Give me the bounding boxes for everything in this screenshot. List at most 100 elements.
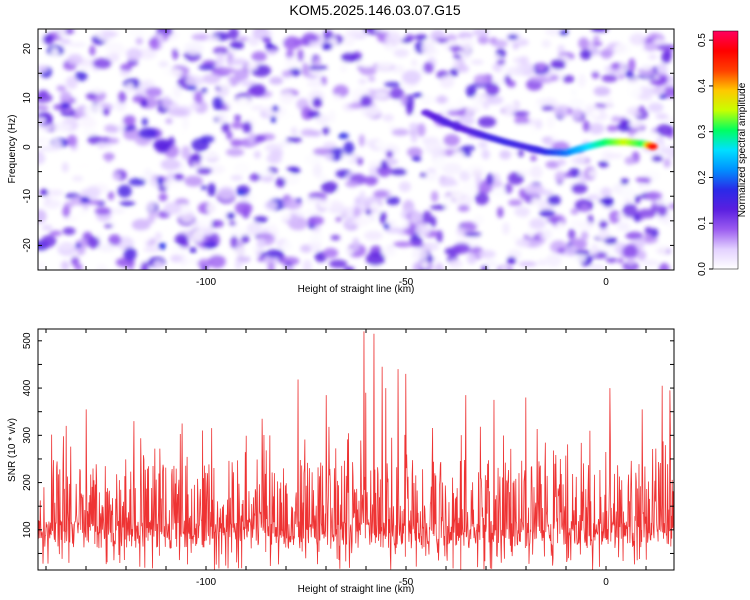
heatmap-cell: [634, 194, 641, 204]
heatmap-cell: [616, 200, 623, 209]
heatmap-cell: [557, 44, 565, 55]
heatmap-cell: [572, 107, 583, 120]
heatmap-cell: [384, 226, 403, 234]
heatmap-cell: [364, 175, 378, 186]
heatmap-cell: [373, 190, 389, 199]
heatmap-cell: [184, 258, 199, 265]
heatmap-cell: [250, 105, 265, 111]
heatmap-cell: [635, 176, 651, 184]
heatmap-cell: [589, 264, 606, 270]
heatmap-cell: [135, 37, 144, 45]
heatmap-cell: [56, 85, 67, 92]
heatmap-cell: [406, 102, 414, 116]
heatmap-cell: [275, 177, 286, 188]
heatmap-cell: [604, 153, 624, 159]
heatmap-cell: [439, 180, 459, 187]
heatmap-cell: [367, 110, 383, 116]
heatmap-hotspot: [158, 242, 166, 250]
heatmap-cell: [161, 95, 172, 110]
heatmap-hotspot: [102, 108, 110, 116]
heatmap-cell: [106, 208, 125, 214]
heatmap-cell: [59, 91, 72, 102]
heatmap-hotspot: [173, 173, 184, 181]
heatmap-cell: [174, 233, 189, 246]
heatmap-y-label: Frequency (Hz): [7, 115, 18, 184]
heatmap-cell: [307, 79, 323, 88]
heatmap-cell: [145, 87, 163, 98]
heatmap-cell: [297, 49, 305, 62]
heatmap-cell: [605, 257, 618, 263]
heatmap-cell: [567, 228, 576, 240]
colorbar-tick-label: 0.1: [697, 216, 708, 230]
heatmap-cell: [434, 156, 447, 168]
heatmap-cell: [143, 246, 161, 253]
heatmap-cell: [253, 216, 268, 223]
heatmap-hotspot: [295, 198, 302, 203]
heatmap-cell: [68, 42, 87, 48]
heatmap-cell: [147, 201, 155, 212]
heatmap-cell: [324, 152, 334, 161]
heatmap-cell: [202, 73, 222, 84]
heatmap-cell: [240, 234, 250, 244]
heatmap-cell: [70, 256, 80, 267]
y-tick-label: -20: [22, 238, 33, 253]
heatmap-cell: [439, 75, 455, 89]
heatmap-cell: [117, 184, 132, 198]
heatmap-cell: [126, 47, 142, 62]
heatmap-cell: [120, 63, 133, 72]
heatmap-cell: [183, 41, 204, 55]
heatmap-cell: [382, 114, 394, 122]
heatmap-cell: [636, 208, 657, 219]
heatmap-cell: [417, 123, 426, 137]
heatmap-cell: [38, 105, 49, 111]
heatmap-cell: [264, 200, 278, 211]
x-tick-label: 0: [603, 277, 609, 288]
heatmap-cell: [514, 206, 530, 217]
heatmap-cell: [269, 76, 284, 85]
heatmap-cell: [430, 216, 437, 228]
y-tick-label: 200: [22, 474, 33, 491]
heatmap-cell: [385, 31, 402, 46]
heatmap-cell: [312, 97, 323, 108]
heatmap-cell: [185, 75, 204, 87]
heatmap-cell: [453, 53, 462, 60]
heatmap-cell: [117, 122, 125, 134]
heatmap-cell: [107, 137, 120, 144]
heatmap-cell: [657, 204, 668, 217]
heatmap-cell: [153, 138, 172, 151]
heatmap-cell: [253, 150, 261, 159]
heatmap-cell: [74, 71, 88, 82]
heatmap-cell: [359, 95, 373, 108]
heatmap-cell: [290, 167, 301, 174]
heatmap-cell: [246, 222, 263, 236]
heatmap-cell: [158, 60, 169, 68]
heatmap-cell: [365, 139, 375, 148]
heatmap-cell: [329, 259, 348, 269]
heatmap-cell: [368, 75, 376, 82]
heatmap-cell: [221, 122, 230, 133]
heatmap-cell: [56, 244, 75, 250]
heatmap-cell: [578, 37, 590, 50]
heatmap-cell: [308, 65, 328, 71]
snr-panel: -100 -50 0 100 200 300 400 500 Height of strai…: [7, 328, 675, 595]
heatmap-cell: [461, 145, 476, 151]
heatmap-cell: [422, 62, 434, 74]
heatmap-cell: [465, 85, 477, 98]
heatmap-cell: [474, 192, 489, 206]
heatmap-cell: [88, 86, 105, 95]
heatmap-cell: [214, 219, 224, 228]
heatmap-cell: [666, 117, 674, 124]
heatmap-cell: [542, 229, 552, 240]
heatmap-cell: [322, 141, 337, 149]
heatmap-cell: [144, 167, 152, 179]
heatmap-cell: [529, 218, 546, 230]
heatmap-cell: [158, 193, 168, 202]
colorbar-tick-label: 0.5: [697, 33, 708, 47]
heatmap-cell: [148, 37, 160, 50]
heatmap-cell: [496, 59, 506, 65]
heatmap-cell: [38, 93, 53, 103]
heatmap-cell: [649, 78, 668, 86]
heatmap-cell: [513, 123, 532, 130]
heatmap-cell: [200, 135, 215, 144]
